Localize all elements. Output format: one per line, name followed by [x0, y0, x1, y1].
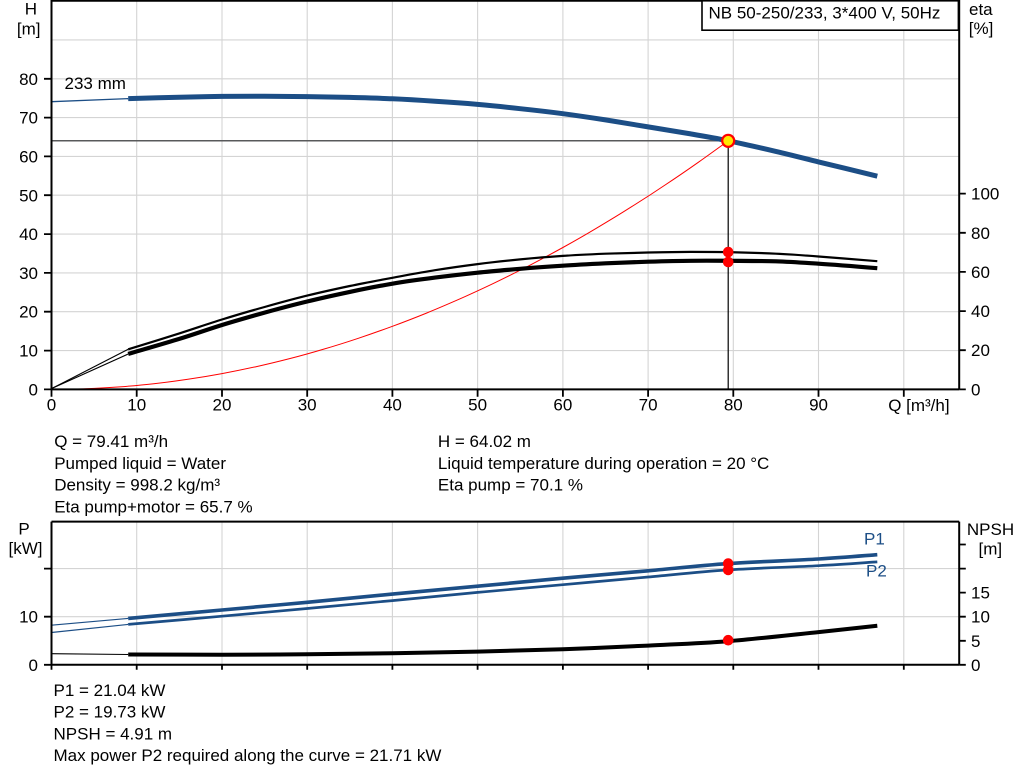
svg-text:70: 70 [19, 109, 38, 128]
svg-text:[m]: [m] [978, 539, 1002, 558]
svg-text:60: 60 [553, 396, 572, 415]
svg-text:Max power P2 required along th: Max power P2 required along the curve = … [54, 746, 442, 765]
svg-text:90: 90 [809, 396, 828, 415]
svg-text:70: 70 [639, 396, 658, 415]
svg-text:0: 0 [29, 656, 38, 675]
svg-text:P1 = 21.04 kW: P1 = 21.04 kW [54, 681, 166, 700]
svg-text:40: 40 [19, 225, 38, 244]
svg-text:Pumped liquid = Water: Pumped liquid = Water [54, 454, 226, 473]
svg-text:40: 40 [971, 302, 990, 321]
svg-text:40: 40 [383, 396, 402, 415]
svg-text:0: 0 [971, 656, 980, 675]
svg-text:P2: P2 [866, 562, 887, 581]
svg-text:Liquid temperature during oper: Liquid temperature during operation = 20… [438, 454, 769, 473]
svg-text:80: 80 [19, 70, 38, 89]
svg-text:P: P [18, 519, 29, 538]
svg-text:NPSH = 4.91 m: NPSH = 4.91 m [54, 724, 173, 743]
svg-text:H = 64.02 m: H = 64.02 m [438, 432, 531, 451]
svg-text:NB 50-250/233, 3*400 V, 50Hz: NB 50-250/233, 3*400 V, 50Hz [709, 3, 941, 22]
svg-text:0: 0 [971, 380, 980, 399]
svg-text:100: 100 [971, 185, 999, 204]
svg-text:H: H [25, 0, 37, 19]
svg-text:NPSH: NPSH [967, 520, 1014, 539]
svg-text:P1: P1 [864, 529, 885, 548]
svg-text:20: 20 [212, 396, 231, 415]
svg-text:Density = 998.2 kg/m³: Density = 998.2 kg/m³ [54, 476, 220, 495]
svg-text:10: 10 [127, 396, 146, 415]
svg-text:15: 15 [971, 584, 990, 603]
svg-text:Q [m³/h]: Q [m³/h] [888, 396, 949, 415]
svg-text:10: 10 [19, 608, 38, 627]
svg-text:[%]: [%] [969, 19, 994, 38]
svg-text:eta: eta [969, 0, 993, 19]
svg-text:20: 20 [971, 341, 990, 360]
svg-text:0: 0 [29, 380, 38, 399]
svg-text:80: 80 [971, 224, 990, 243]
svg-text:Eta pump+motor = 65.7 %: Eta pump+motor = 65.7 % [54, 497, 252, 516]
svg-text:50: 50 [19, 186, 38, 205]
svg-text:[kW]: [kW] [9, 539, 43, 558]
svg-text:50: 50 [468, 396, 487, 415]
svg-text:60: 60 [971, 263, 990, 282]
svg-text:233 mm: 233 mm [65, 74, 126, 93]
svg-text:10: 10 [19, 342, 38, 361]
svg-text:60: 60 [19, 147, 38, 166]
svg-text:30: 30 [19, 264, 38, 283]
svg-text:[m]: [m] [17, 20, 41, 39]
svg-text:10: 10 [971, 608, 990, 627]
svg-text:20: 20 [19, 303, 38, 322]
svg-text:0: 0 [47, 396, 56, 415]
svg-text:P2 = 19.73 kW: P2 = 19.73 kW [54, 703, 166, 722]
svg-text:5: 5 [971, 632, 980, 651]
svg-text:30: 30 [298, 396, 317, 415]
svg-text:80: 80 [724, 396, 743, 415]
svg-text:Eta pump = 70.1 %: Eta pump = 70.1 % [438, 476, 583, 495]
svg-text:Q = 79.41 m³/h: Q = 79.41 m³/h [54, 432, 168, 451]
